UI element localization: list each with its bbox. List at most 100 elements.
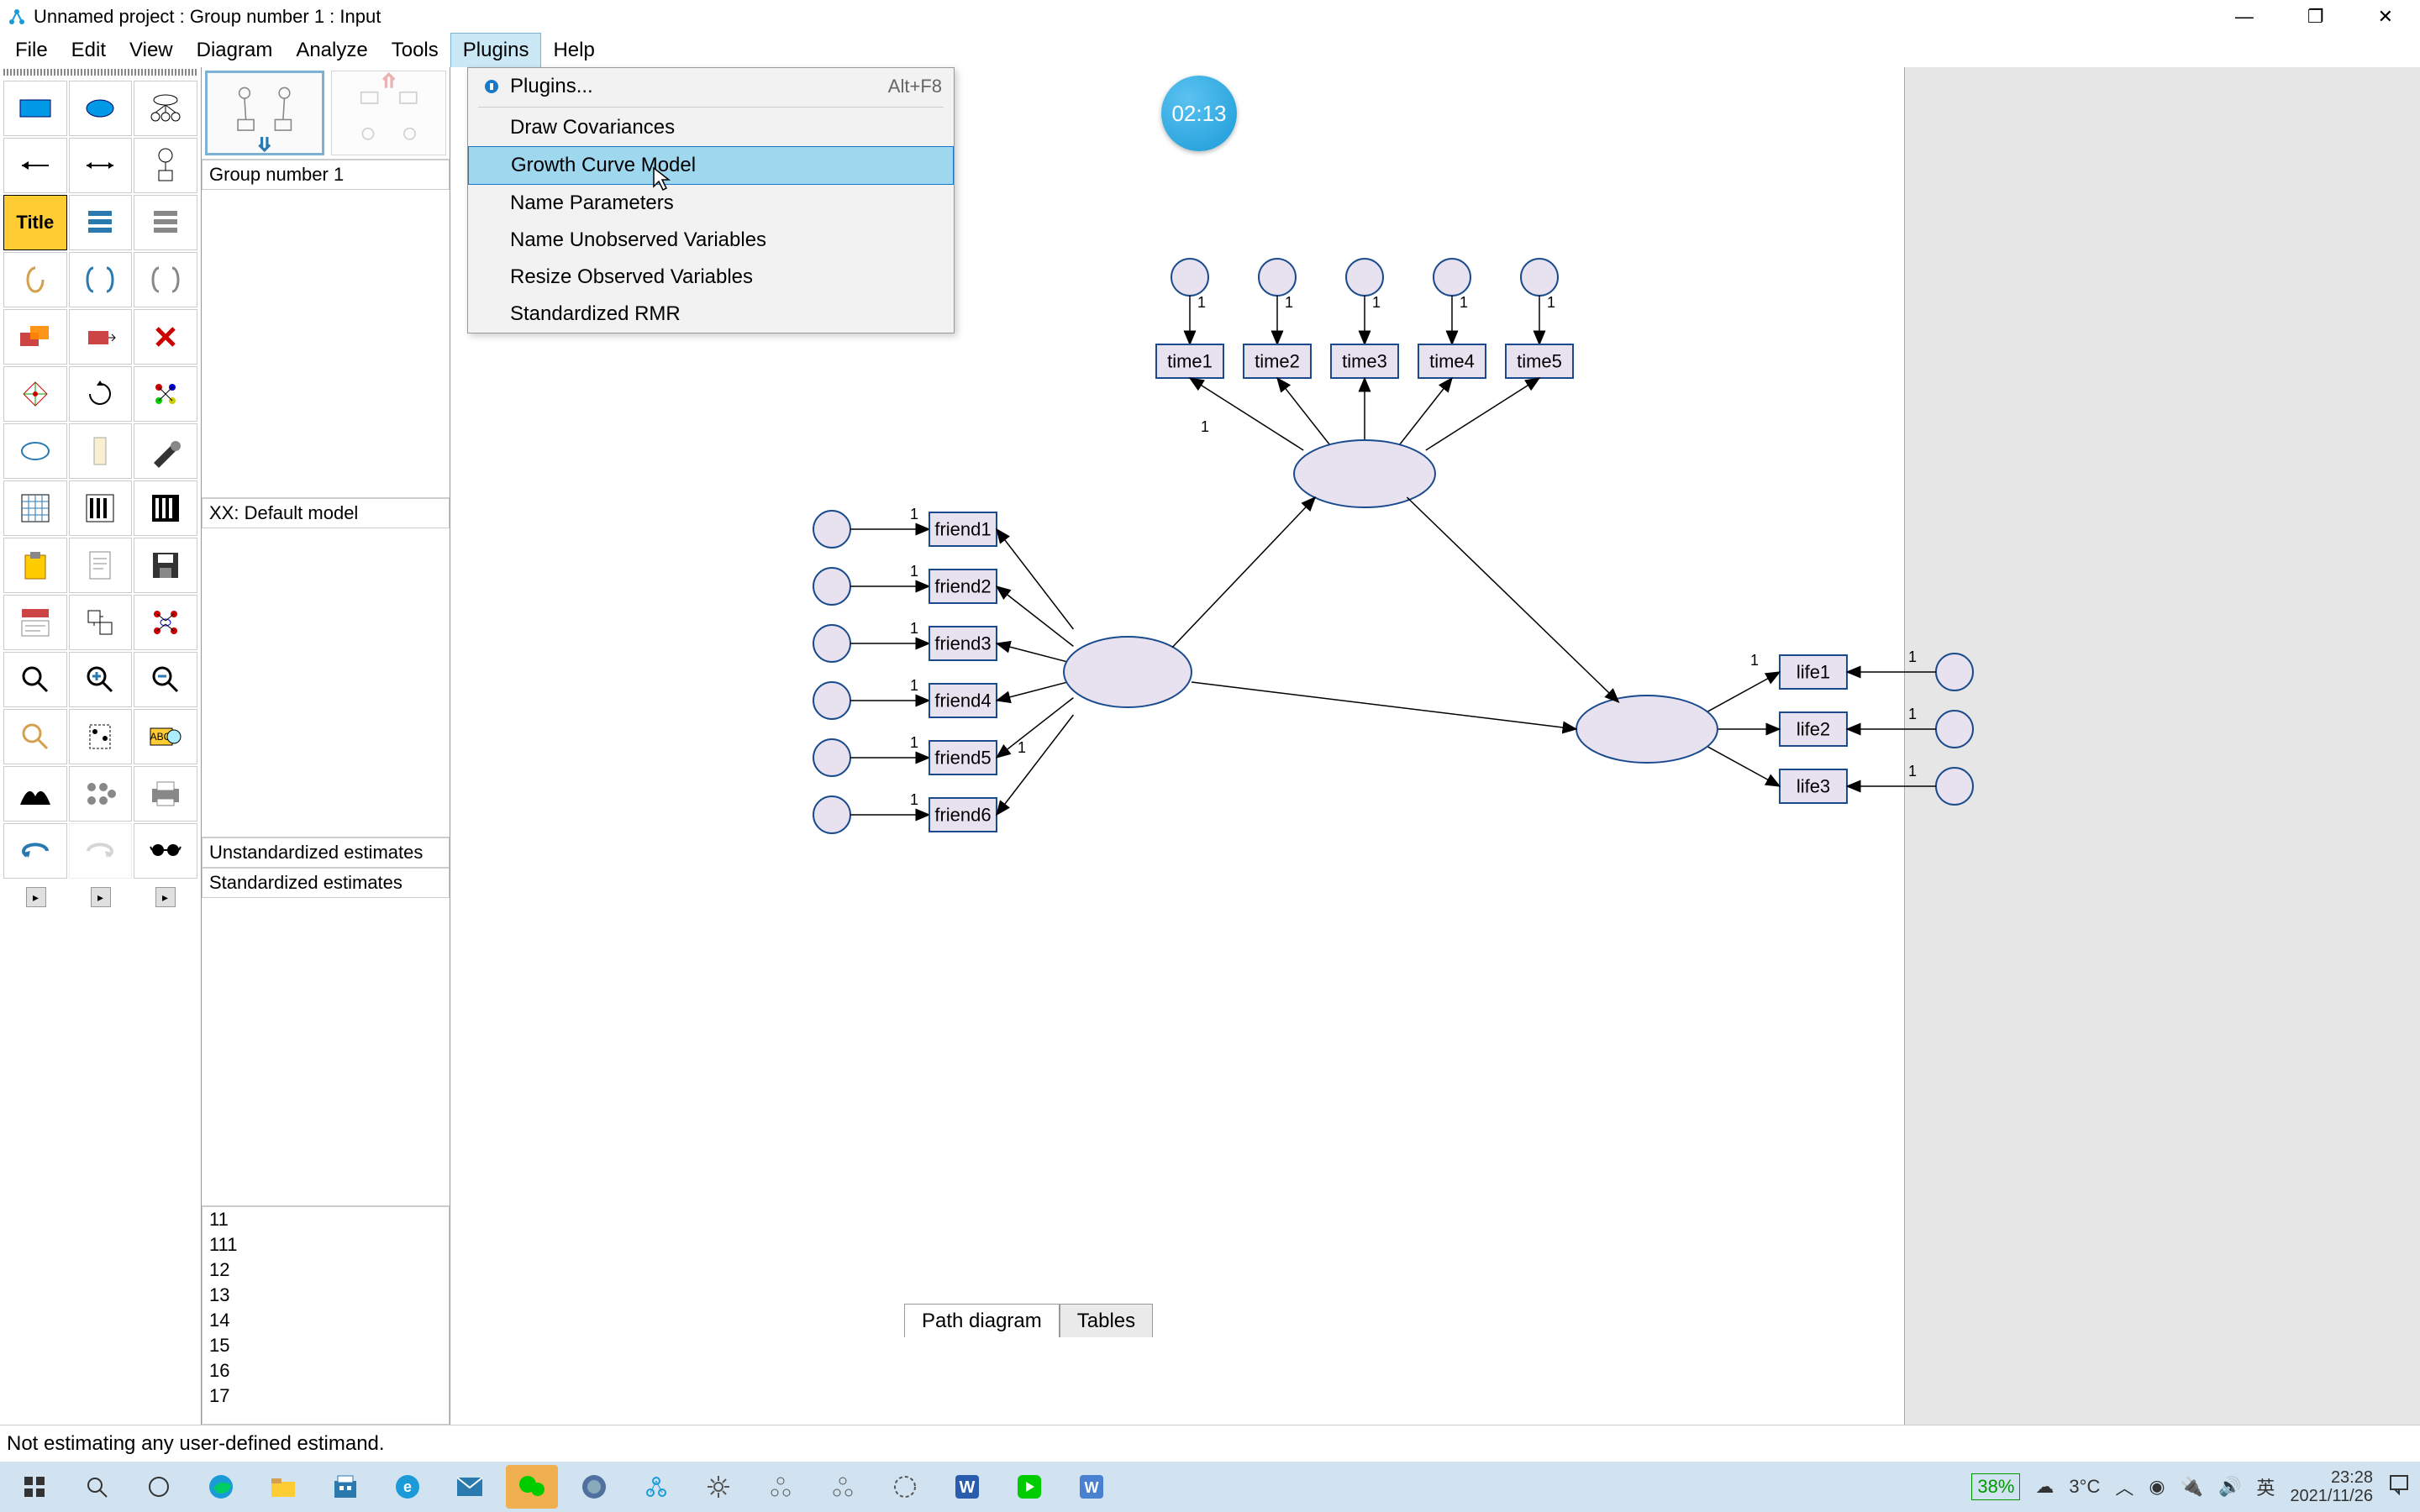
taskbar-clock[interactable]: 23:28 2021/11/26 [2290, 1468, 2373, 1505]
weather-icon[interactable]: ☁ [2035, 1476, 2054, 1498]
file-row[interactable]: 11 [203, 1207, 449, 1232]
tray-location-icon[interactable]: ◉ [2149, 1476, 2165, 1498]
close-button[interactable]: ✕ [2368, 3, 2403, 31]
dd-growth-curve[interactable]: Growth Curve Model [468, 146, 954, 185]
menu-tools[interactable]: Tools [380, 34, 450, 67]
tool-spec-search[interactable] [134, 823, 197, 879]
tray-volume-icon[interactable]: 🔊 [2218, 1476, 2241, 1498]
tool-rotate[interactable] [69, 366, 133, 422]
estimates-std[interactable]: Standardized estimates [202, 868, 450, 898]
tool-reflect[interactable] [134, 366, 197, 422]
tool-undo[interactable] [3, 823, 67, 879]
tool-zoom-out[interactable] [134, 652, 197, 707]
dd-name-unobserved[interactable]: Name Unobserved Variables [468, 222, 954, 259]
maximize-button[interactable]: ❐ [2297, 3, 2334, 31]
tool-zoom-area[interactable] [3, 652, 67, 707]
file-row[interactable]: 16 [203, 1358, 449, 1383]
tool-scroll[interactable] [69, 423, 133, 479]
tool-list-variables-dataset[interactable] [134, 195, 197, 250]
tb-store[interactable] [319, 1465, 371, 1509]
tool-object-props[interactable] [3, 595, 67, 650]
tool-redo[interactable] [69, 823, 133, 879]
tb-app1[interactable] [568, 1465, 620, 1509]
file-row[interactable]: 15 [203, 1333, 449, 1358]
menu-help[interactable]: Help [541, 34, 606, 67]
tool-save[interactable] [134, 538, 197, 593]
tool-title[interactable]: Title [3, 195, 67, 250]
tb-edge[interactable] [195, 1465, 247, 1509]
estimates-unstd[interactable]: Unstandardized estimates [202, 837, 450, 868]
file-row[interactable]: 13 [203, 1283, 449, 1308]
menu-plugins[interactable]: Plugins [450, 33, 542, 68]
tool-zoom-page[interactable] [3, 709, 67, 764]
battery-badge[interactable]: 38% [1971, 1473, 2020, 1500]
tool-ellipse[interactable] [69, 81, 133, 136]
tool-covariance[interactable] [69, 138, 133, 193]
tb-start[interactable] [8, 1465, 60, 1509]
tool-multi-group[interactable] [69, 766, 133, 822]
tb-app2[interactable] [755, 1465, 807, 1509]
notifications-icon[interactable] [2388, 1473, 2410, 1500]
tb-mail[interactable] [444, 1465, 496, 1509]
dd-draw-covariances[interactable]: Draw Covariances [468, 109, 954, 146]
tool-path[interactable] [3, 138, 67, 193]
thumb-output[interactable] [331, 71, 447, 155]
tb-app3[interactable] [817, 1465, 869, 1509]
model-panel-header[interactable]: XX: Default model [202, 498, 450, 528]
tool-duplicate[interactable] [3, 309, 67, 365]
tool-data-files[interactable] [3, 480, 67, 536]
tool-zoom-in[interactable] [69, 652, 133, 707]
tool-drag-props[interactable] [69, 595, 133, 650]
file-list[interactable]: 11 111 12 13 14 15 16 17 [202, 1206, 450, 1425]
tb-app4[interactable] [879, 1465, 931, 1509]
tool-select[interactable] [3, 252, 67, 307]
tool-select-all[interactable] [69, 252, 133, 307]
dd-plugins[interactable]: Plugins... Alt+F8 [468, 68, 954, 105]
tb-word[interactable]: W [941, 1465, 993, 1509]
dd-standardized-rmr[interactable]: Standardized RMR [468, 296, 954, 333]
tool-calculate[interactable] [134, 480, 197, 536]
tool-scroll-2[interactable]: ▸ [91, 887, 111, 907]
menu-analyze[interactable]: Analyze [284, 34, 379, 67]
file-row[interactable]: 14 [203, 1308, 449, 1333]
tool-scroll-3[interactable]: ▸ [155, 887, 176, 907]
tool-loupe[interactable]: ABC [134, 709, 197, 764]
tool-analysis-props[interactable] [69, 480, 133, 536]
tb-amos[interactable] [630, 1465, 682, 1509]
tool-list-variables[interactable] [69, 195, 133, 250]
file-row[interactable]: 17 [203, 1383, 449, 1409]
thumb-input[interactable] [205, 71, 324, 155]
tray-chevron-icon[interactable]: ︿ [2115, 1473, 2133, 1500]
tool-fit-page[interactable] [69, 709, 133, 764]
tool-bayesian[interactable] [3, 766, 67, 822]
tool-scroll-1[interactable]: ▸ [26, 887, 46, 907]
tool-rectangle[interactable] [3, 81, 67, 136]
tool-touch-up[interactable] [134, 423, 197, 479]
tool-print[interactable] [134, 766, 197, 822]
tab-tables[interactable]: Tables [1060, 1304, 1153, 1337]
tool-preserve-symmetry[interactable] [134, 595, 197, 650]
dd-name-parameters[interactable]: Name Parameters [468, 185, 954, 222]
tb-wps[interactable]: W [1065, 1465, 1118, 1509]
tray-power-icon[interactable]: 🔌 [2181, 1476, 2203, 1498]
menu-edit[interactable]: Edit [60, 34, 118, 67]
file-row[interactable]: 12 [203, 1257, 449, 1283]
tab-path-diagram[interactable]: Path diagram [904, 1304, 1060, 1337]
minimize-button[interactable]: — [2225, 3, 2264, 31]
file-row[interactable]: 111 [203, 1232, 449, 1257]
tb-browser[interactable]: e [381, 1465, 434, 1509]
tb-explorer[interactable] [257, 1465, 309, 1509]
tool-move-param[interactable] [3, 423, 67, 479]
tb-cortana[interactable] [133, 1465, 185, 1509]
tool-shape[interactable] [3, 366, 67, 422]
tool-indicator[interactable] [134, 81, 197, 136]
tb-settings[interactable] [692, 1465, 744, 1509]
menu-view[interactable]: View [118, 34, 185, 67]
menu-file[interactable]: File [3, 34, 60, 67]
tb-search[interactable] [71, 1465, 123, 1509]
menu-diagram[interactable]: Diagram [185, 34, 285, 67]
tool-clipboard[interactable] [3, 538, 67, 593]
tray-ime[interactable]: 英 [2256, 1473, 2275, 1500]
tb-iqiyi[interactable] [1003, 1465, 1055, 1509]
tool-move[interactable] [69, 309, 133, 365]
